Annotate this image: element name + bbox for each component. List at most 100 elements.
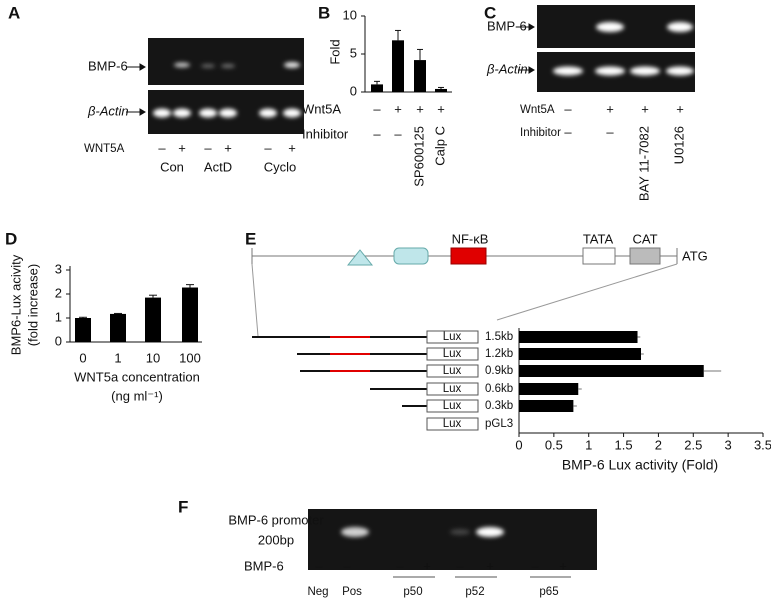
sign: + [423,558,431,573]
bands [553,22,694,76]
x-tick-label: 0.5 [545,437,563,452]
sign: – [564,101,572,116]
row-label: WNT5A [84,143,125,155]
panel-label: A [8,3,20,22]
x-tick-label: 2 [655,437,662,452]
sign: – [456,558,464,573]
bar [435,88,447,92]
x-tick-label: 3 [725,437,732,452]
bar [145,297,161,342]
sign: + [486,558,494,573]
sign: – [606,124,614,139]
x-tick-label: 1 [114,350,121,365]
row-label: BMP-6 [244,558,284,573]
element-label: ATG [682,248,708,263]
sign: – [394,126,402,141]
sign: – [373,126,381,141]
sign: – [531,558,539,573]
sign: + [676,101,684,116]
y-tick-label: 1 [55,309,62,324]
group-label: Cyclo [264,159,297,174]
y-tick-label: 0.3kb [485,400,513,412]
sign: + [288,140,296,155]
bar [392,40,404,92]
panel-label: E [245,229,256,248]
y-tick-label: 0.9kb [485,365,513,377]
sign: – [264,140,272,155]
x-axis-label: WNT5a concentration [74,369,200,384]
y-tick-label: 1.2kb [485,348,513,360]
band-label: β-Actin [486,61,528,76]
inhibitor-label: BAY 11-7082 [636,126,651,201]
row-label: Inhibitor [520,127,561,139]
element-label: CAT [632,231,657,246]
sign: – [343,558,351,573]
lux-label: Lux [443,331,462,343]
band-label: BMP-6 promoter [228,512,324,527]
x-axis-label: BMP-6 Lux activity (Fold) [562,457,718,473]
inhibitor-label: U0126 [671,126,686,164]
y-axis-label: BMP6-Lux acivity [8,254,23,355]
lux-box [426,364,479,378]
band-label: β-Actin [87,103,129,118]
sign: – [396,558,404,573]
lux-label: Lux [443,348,462,360]
band-label: 200bp [258,532,294,547]
y-tick-label: 1.5kb [485,331,513,343]
y-tick-label: 2 [55,285,62,300]
lux-box [426,417,479,431]
lane-label: Pos [342,586,362,598]
row-label: Wnt5A [302,101,341,116]
y-tick-label: 3 [55,261,62,276]
band-label: BMP-6 [487,18,527,33]
bar [519,348,641,360]
promoter-diagram [251,247,678,337]
sign: + [437,101,445,116]
y-tick-label: 0 [350,83,357,98]
lux-label: Lux [443,400,462,412]
element-label: NF-κB [452,231,489,246]
group-label: ActD [204,159,232,174]
element-label: TATA [583,231,614,246]
x-axis-label: (ng ml⁻¹) [111,388,163,403]
bar [519,331,638,343]
x-tick-label: 3.5 [754,437,771,452]
bar [182,287,198,342]
sign: – [315,558,323,573]
lux-label: Lux [443,383,462,395]
y-axis-label: (fold increase) [25,264,40,346]
lux-label: Lux [443,418,462,430]
lux-label: Lux [443,365,462,377]
sign: + [416,101,424,116]
row-label: Inhibitor [302,126,349,141]
y-tick-label: 10 [343,7,357,22]
sign: + [224,140,232,155]
sign: – [204,140,212,155]
group-label: Con [160,159,184,174]
lane-label: p50 [403,586,422,598]
sign: + [178,140,186,155]
lane-label: p65 [539,586,558,598]
bar [75,318,91,342]
x-tick-label: 2.5 [684,437,702,452]
y-tick-label: 5 [350,45,357,60]
y-tick-label: 0 [55,333,62,348]
inhibitor-label: SP600125 [411,126,426,187]
sign: – [158,140,166,155]
x-tick-label: 100 [179,350,201,365]
bar [110,313,126,342]
bands [153,62,301,118]
sign: + [559,558,567,573]
x-tick-label: 1.5 [615,437,633,452]
sign: + [641,101,649,116]
x-tick-label: 0 [515,437,522,452]
y-axis-label: Fold [327,39,342,64]
lux-box [426,399,479,413]
y-tick-label: 0.6kb [485,383,513,395]
band-label: BMP-6 [88,58,128,73]
panel-label: F [178,497,188,516]
y-tick-label: pGL3 [485,418,513,430]
gel [148,38,304,85]
sign: + [606,101,614,116]
